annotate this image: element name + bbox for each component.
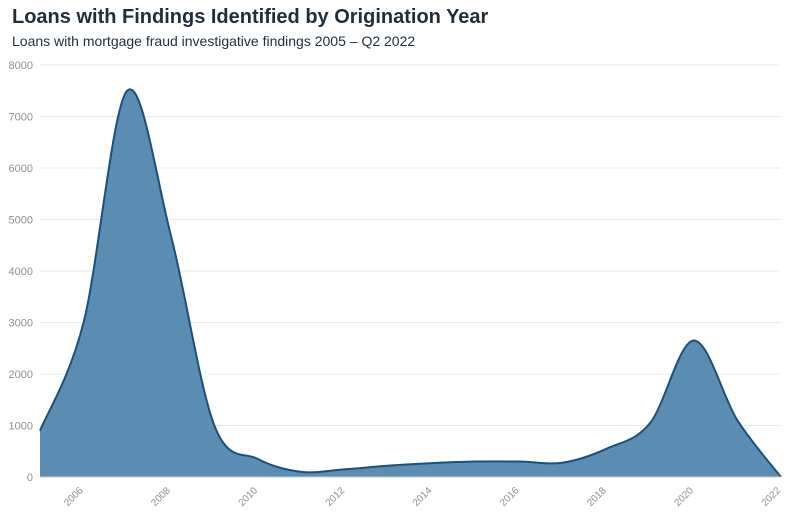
chart-title: Loans with Findings Identified by Origin… bbox=[12, 6, 489, 28]
y-tick-label: 5000 bbox=[9, 215, 33, 227]
y-tick-label: 6000 bbox=[9, 163, 33, 175]
x-tick-label: 2022 bbox=[760, 485, 784, 509]
x-tick-label: 2006 bbox=[62, 485, 86, 509]
x-axis: 2006 2008 2010 2012 2014 2016 2018 2020 2022 bbox=[62, 485, 783, 509]
x-tick-label: 2018 bbox=[585, 485, 609, 509]
x-tick-label: 2016 bbox=[498, 485, 522, 509]
y-tick-label: 3000 bbox=[9, 318, 33, 330]
y-tick-label: 2000 bbox=[9, 369, 33, 381]
x-tick-label: 2020 bbox=[672, 485, 696, 509]
x-tick-label: 2010 bbox=[237, 485, 261, 509]
x-tick-label: 2012 bbox=[324, 485, 348, 509]
y-tick-label: 0 bbox=[27, 472, 33, 484]
y-tick-label: 8000 bbox=[9, 60, 33, 72]
y-tick-label: 7000 bbox=[9, 112, 33, 124]
x-tick-label: 2014 bbox=[411, 485, 435, 509]
chart-subtitle: Loans with mortgage fraud investigative … bbox=[12, 33, 416, 49]
y-tick-label: 4000 bbox=[9, 266, 33, 278]
area-fill bbox=[40, 89, 781, 477]
x-tick-label: 2008 bbox=[149, 485, 173, 509]
y-tick-label: 1000 bbox=[9, 421, 33, 433]
series-line bbox=[39, 88, 782, 478]
y-axis: 0 1000 2000 3000 4000 5000 6000 7000 8000 bbox=[9, 60, 33, 484]
area-series bbox=[39, 88, 782, 478]
